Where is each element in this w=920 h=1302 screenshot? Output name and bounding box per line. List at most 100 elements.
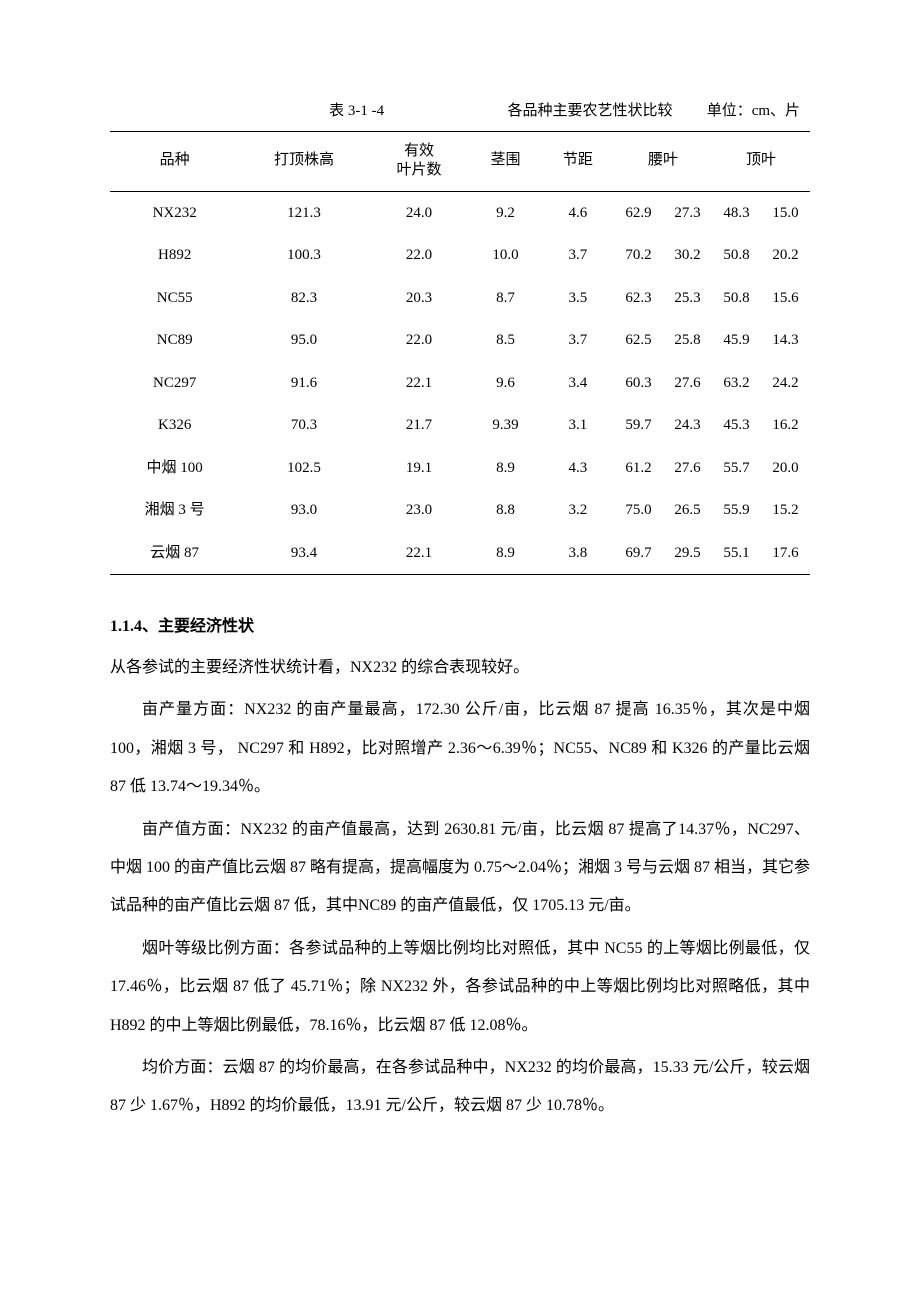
table-row: H892100.322.010.03.770.230.250.820.2 <box>110 234 810 277</box>
table-cell: 70.2 <box>614 234 663 277</box>
table-cell: 82.3 <box>239 277 368 320</box>
col-variety: 品种 <box>110 131 239 191</box>
table-cell: K326 <box>110 404 239 447</box>
table-cell: H892 <box>110 234 239 277</box>
table-row: 湘烟 3 号93.023.08.83.275.026.555.915.2 <box>110 489 810 532</box>
table-cell: 24.0 <box>369 191 470 234</box>
table-cell: 16.2 <box>761 404 810 447</box>
table-cell: 24.3 <box>663 404 712 447</box>
table-cell: 25.8 <box>663 319 712 362</box>
table-header-row: 品种 打顶株高 有效 叶片数 茎围 节距 腰叶 顶叶 <box>110 131 810 191</box>
table-cell: 26.5 <box>663 489 712 532</box>
table-cell: 62.9 <box>614 191 663 234</box>
table-cell: 60.3 <box>614 362 663 405</box>
table-cell: 29.5 <box>663 532 712 575</box>
table-cell: 3.4 <box>542 362 614 405</box>
table-cell: 9.6 <box>469 362 541 405</box>
table-cell: 4.6 <box>542 191 614 234</box>
col-stem: 茎围 <box>469 131 541 191</box>
table-cell: 93.4 <box>239 532 368 575</box>
table-cell: 9.2 <box>469 191 541 234</box>
table-row: NX232121.324.09.24.662.927.348.315.0 <box>110 191 810 234</box>
table-cell: 3.5 <box>542 277 614 320</box>
table-cell: 45.3 <box>712 404 761 447</box>
table-row: 云烟 8793.422.18.93.869.729.555.117.6 <box>110 532 810 575</box>
table-cell: 3.1 <box>542 404 614 447</box>
table-cell: 27.3 <box>663 191 712 234</box>
table-cell: 69.7 <box>614 532 663 575</box>
table-cell: 8.5 <box>469 319 541 362</box>
table-row: NC5582.320.38.73.562.325.350.815.6 <box>110 277 810 320</box>
paragraph-intro: 从各参试的主要经济性状统计看，NX232 的综合表现较好。 <box>110 649 810 687</box>
paragraph-price: 均价方面：云烟 87 的均价最高，在各参试品种中，NX232 的均价最高，15.… <box>110 1049 810 1126</box>
col-leaves: 有效 叶片数 <box>369 131 470 191</box>
table-cell: NC297 <box>110 362 239 405</box>
table-cell: 3.7 <box>542 319 614 362</box>
table-cell: 24.2 <box>761 362 810 405</box>
table-cell: 9.39 <box>469 404 541 447</box>
table-cell: 中烟 100 <box>110 447 239 490</box>
table-cell: 48.3 <box>712 191 761 234</box>
table-cell: 50.8 <box>712 277 761 320</box>
table-cell: 15.2 <box>761 489 810 532</box>
table-unit: 单位：cm、片 <box>707 100 810 123</box>
table-cell: 8.8 <box>469 489 541 532</box>
table-cell: 22.0 <box>369 319 470 362</box>
table-cell: 102.5 <box>239 447 368 490</box>
table-cell: 3.7 <box>542 234 614 277</box>
table-cell: 25.3 <box>663 277 712 320</box>
table-cell: 62.5 <box>614 319 663 362</box>
table-cell: 15.6 <box>761 277 810 320</box>
table-cell: 45.9 <box>712 319 761 362</box>
table-cell: 62.3 <box>614 277 663 320</box>
table-cell: 14.3 <box>761 319 810 362</box>
table-cell: 27.6 <box>663 362 712 405</box>
table-cell: 8.9 <box>469 532 541 575</box>
table-cell: 4.3 <box>542 447 614 490</box>
paragraph-grade: 烟叶等级比例方面：各参试品种的上等烟比例均比对照低，其中 NC55 的上等烟比例… <box>110 930 810 1045</box>
table-title: 各品种主要农艺性状比较 <box>473 100 706 123</box>
agronomic-traits-table: 品种 打顶株高 有效 叶片数 茎围 节距 腰叶 顶叶 NX232121.324.… <box>110 131 810 576</box>
table-cell: 云烟 87 <box>110 532 239 575</box>
table-cell: 10.0 <box>469 234 541 277</box>
table-cell: 59.7 <box>614 404 663 447</box>
table-cell: 63.2 <box>712 362 761 405</box>
table-cell: 75.0 <box>614 489 663 532</box>
table-cell: 61.2 <box>614 447 663 490</box>
table-cell: NX232 <box>110 191 239 234</box>
table-cell: 23.0 <box>369 489 470 532</box>
table-cell: 22.0 <box>369 234 470 277</box>
table-cell: 8.9 <box>469 447 541 490</box>
table-cell: 55.7 <box>712 447 761 490</box>
section-heading: 1.1.4、主要经济性状 <box>110 615 810 639</box>
table-caption-row: 表 3-1 -4 各品种主要农艺性状比较 单位：cm、片 <box>110 100 810 123</box>
table-row: NC8995.022.08.53.762.525.845.914.3 <box>110 319 810 362</box>
table-cell: NC55 <box>110 277 239 320</box>
table-cell: 21.7 <box>369 404 470 447</box>
table-cell: 8.7 <box>469 277 541 320</box>
table-cell: 95.0 <box>239 319 368 362</box>
col-waist-leaf: 腰叶 <box>614 131 712 191</box>
table-cell: 27.6 <box>663 447 712 490</box>
table-cell: 70.3 <box>239 404 368 447</box>
table-cell: 17.6 <box>761 532 810 575</box>
table-cell: 19.1 <box>369 447 470 490</box>
table-cell: 22.1 <box>369 362 470 405</box>
col-height: 打顶株高 <box>239 131 368 191</box>
table-cell: NC89 <box>110 319 239 362</box>
paragraph-yield: 亩产量方面：NX232 的亩产量最高，172.30 公斤/亩，比云烟 87 提高… <box>110 691 810 806</box>
table-cell: 55.1 <box>712 532 761 575</box>
table-cell: 50.8 <box>712 234 761 277</box>
table-cell: 3.8 <box>542 532 614 575</box>
table-cell: 15.0 <box>761 191 810 234</box>
table-row: K32670.321.79.393.159.724.345.316.2 <box>110 404 810 447</box>
table-cell: 湘烟 3 号 <box>110 489 239 532</box>
col-internode: 节距 <box>542 131 614 191</box>
table-cell: 100.3 <box>239 234 368 277</box>
table-row: 中烟 100102.519.18.94.361.227.655.720.0 <box>110 447 810 490</box>
paragraph-value: 亩产值方面：NX232 的亩产值最高，达到 2630.81 元/亩，比云烟 87… <box>110 811 810 926</box>
table-cell: 30.2 <box>663 234 712 277</box>
col-top-leaf: 顶叶 <box>712 131 810 191</box>
table-cell: 55.9 <box>712 489 761 532</box>
table-cell: 3.2 <box>542 489 614 532</box>
